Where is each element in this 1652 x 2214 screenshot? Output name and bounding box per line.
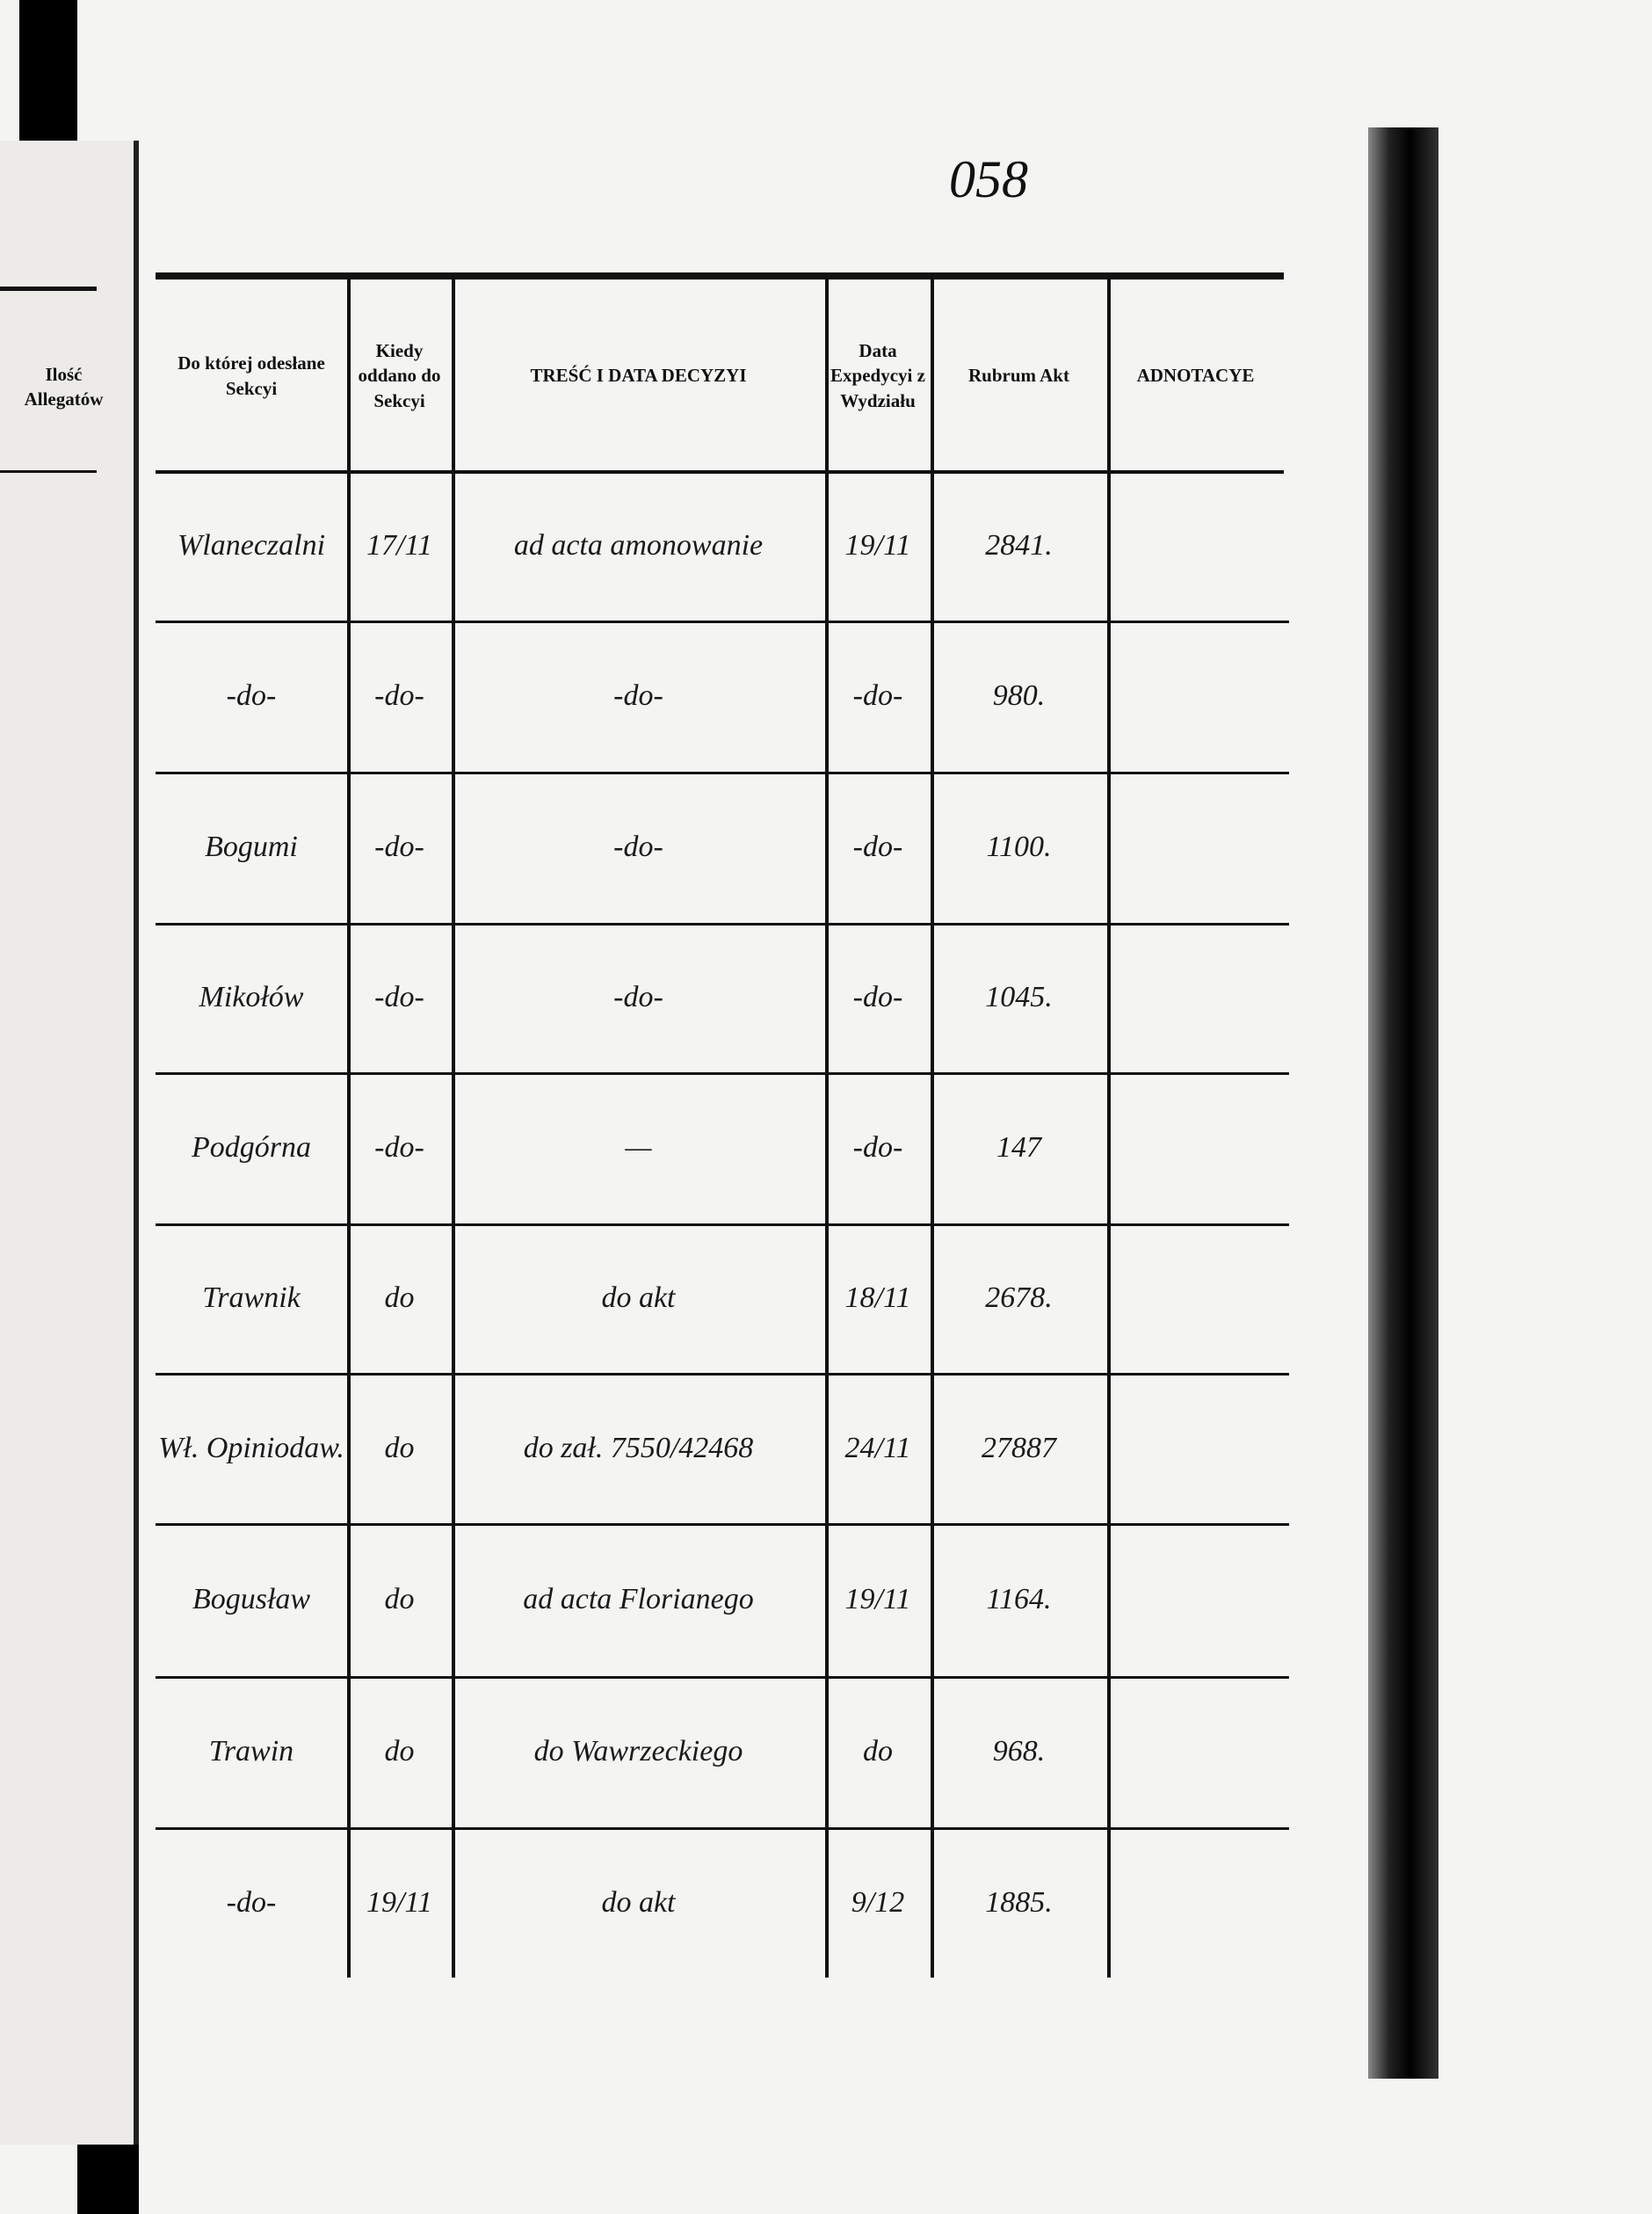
page-number: 058 [949, 150, 1028, 208]
column-header: ADNOTACYE [1136, 365, 1255, 387]
handwritten-entry: 1100. [986, 831, 1052, 863]
handwritten-entry: ad acta amonowanie [513, 528, 764, 562]
column-rule [931, 272, 934, 1978]
handwritten-entry: -do- [613, 831, 663, 863]
row-rule [156, 1223, 1289, 1226]
handwritten-entry: -do- [613, 981, 663, 1013]
handwritten-entry: -do- [226, 1885, 277, 1919]
column-rule [347, 272, 351, 1978]
handwritten-entry: -do- [852, 679, 903, 712]
handwritten-entry: Mikołów [199, 981, 304, 1013]
handwritten-entry: do [384, 1281, 415, 1314]
handwritten-entry: do [384, 1583, 415, 1615]
handwritten-entry: 980. [992, 679, 1046, 712]
handwritten-entry: 147 [996, 1131, 1041, 1164]
left-page-rule [0, 470, 97, 473]
handwritten-entry: -do- [374, 1131, 424, 1164]
row-rule [156, 772, 1289, 774]
column-header: Do której odesłane Sekcyi [178, 352, 325, 399]
handwritten-entry: 19/11 [844, 528, 911, 562]
handwritten-entry: Wlaneczalni [177, 528, 326, 562]
handwritten-entry: do [384, 1735, 415, 1768]
column-rule [1107, 272, 1111, 1978]
handwritten-entry: -do- [374, 831, 424, 863]
left-page-rule [0, 287, 97, 291]
handwritten-entry: -do- [374, 679, 424, 712]
table-top-rule [156, 272, 1284, 279]
handwritten-entry: -do- [613, 679, 663, 712]
handwritten-entry: -do- [374, 981, 424, 1013]
handwritten-entry: Podgórna [192, 1131, 311, 1164]
handwritten-entry: 19/11 [844, 1583, 911, 1615]
handwritten-entry: Bogusław [192, 1583, 311, 1615]
handwritten-entry: -do- [852, 831, 903, 863]
handwritten-entry: 1045. [985, 981, 1053, 1013]
column-rule [825, 272, 829, 1978]
handwritten-entry: Trawnik [202, 1281, 301, 1314]
handwritten-entry: 27887 [982, 1431, 1056, 1464]
handwritten-entry: Trawin [208, 1735, 294, 1768]
handwritten-entry: 24/11 [844, 1431, 911, 1464]
handwritten-entry: 9/12 [851, 1885, 905, 1919]
handwritten-entry: 19/11 [366, 1885, 432, 1919]
handwritten-entry: do [384, 1431, 415, 1464]
left-black-bar [19, 0, 77, 141]
handwritten-entry: 968. [992, 1735, 1046, 1768]
handwritten-entry: Wł. Opiniodaw. [158, 1431, 344, 1464]
column-header: Kiedy oddano do Sekcyi [358, 339, 441, 411]
column-header: TREŚĆ I DATA DECYZYI [530, 365, 747, 387]
handwritten-entry: -do- [852, 1131, 903, 1164]
handwritten-entry: 2678. [985, 1281, 1053, 1314]
row-rule [156, 1373, 1289, 1376]
row-rule [156, 1072, 1289, 1075]
handwritten-entry: do [863, 1735, 893, 1768]
handwritten-entry: 17/11 [366, 528, 432, 562]
handwritten-entry: -do- [852, 981, 903, 1013]
handwritten-entry: 18/11 [844, 1281, 911, 1314]
handwritten-entry: 1885. [985, 1885, 1053, 1919]
row-rule [156, 621, 1289, 623]
column-header: Data Expedycyi z Wydziału [830, 339, 925, 411]
handwritten-entry: -do- [226, 679, 277, 712]
row-rule [156, 923, 1289, 926]
row-rule [156, 1676, 1289, 1679]
handwritten-entry: ad acta Florianego [523, 1583, 754, 1615]
column-rule [452, 272, 455, 1978]
handwritten-entry: Bogumi [205, 831, 298, 863]
handwritten-entry: 2841. [985, 528, 1053, 562]
left-page [0, 141, 139, 2145]
binding [1368, 127, 1438, 2079]
handwritten-entry: — [625, 1131, 652, 1164]
handwritten-entry: do akt [601, 1281, 676, 1314]
left-black-bar [77, 2145, 139, 2214]
handwritten-entry: do Wawrzeckiego [533, 1735, 743, 1768]
header-rule [156, 470, 1284, 474]
row-rule [156, 1523, 1289, 1526]
handwritten-entry: 1164. [986, 1583, 1052, 1615]
column-header: Rubrum Akt [968, 365, 1069, 387]
row-rule [156, 1827, 1289, 1830]
handwritten-entry: do zał. 7550/42468 [523, 1431, 754, 1464]
handwritten-entry: do akt [601, 1885, 676, 1919]
left-page-header: Ilość Allegatów [24, 363, 104, 410]
